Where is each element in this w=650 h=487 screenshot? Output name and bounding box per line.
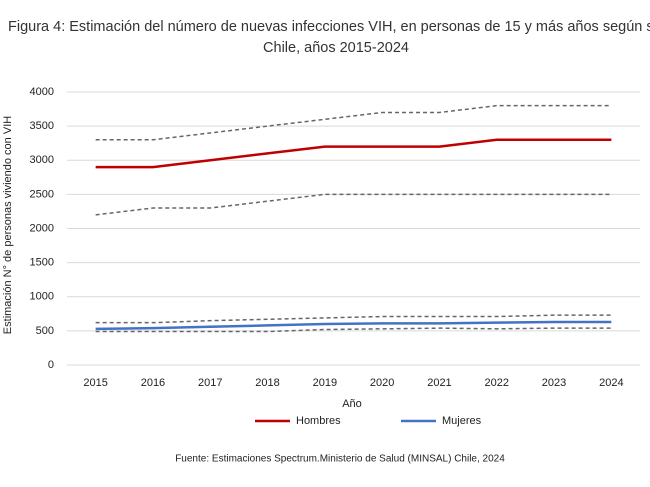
interval-line — [95, 327, 612, 333]
interval-line — [95, 104, 612, 141]
y-tick-label: 500 — [36, 325, 54, 337]
y-axis-label: Estimación N° de personas viviendo con V… — [2, 116, 14, 334]
legend-label: Mujeres — [442, 415, 482, 427]
x-tick-label: 2021 — [427, 377, 451, 389]
x-tick-label: 2018 — [255, 377, 279, 389]
y-tick-label: 3000 — [30, 154, 54, 166]
x-axis-label: Año — [342, 398, 362, 410]
series-line — [95, 138, 612, 169]
y-tick-label: 1500 — [30, 257, 54, 269]
y-tick-label: 3500 — [30, 120, 54, 132]
x-tick-label: 2020 — [370, 377, 394, 389]
x-tick-label: 2024 — [599, 377, 623, 389]
legend-label: Hombres — [296, 415, 341, 427]
y-tick-label: 2500 — [30, 188, 54, 200]
y-tick-label: 4000 — [30, 86, 54, 98]
y-tick-label: 2000 — [30, 222, 54, 234]
chart-title: Chile, años 2015-2024 — [263, 40, 409, 56]
source: Fuente: Estimaciones Spectrum.Ministerio… — [175, 454, 505, 465]
chart-title: Figura 4: Estimación del número de nueva… — [8, 19, 650, 35]
x-tick-label: 2022 — [485, 377, 509, 389]
series-line — [95, 320, 612, 331]
interval-line — [95, 314, 612, 324]
y-tick-label: 0 — [48, 359, 54, 371]
x-tick-label: 2016 — [141, 377, 165, 389]
y-tick-label: 1000 — [30, 291, 54, 303]
x-tick-label: 2019 — [313, 377, 337, 389]
x-tick-label: 2015 — [83, 377, 107, 389]
interval-line — [95, 193, 612, 216]
x-tick-label: 2023 — [542, 377, 566, 389]
x-tick-label: 2017 — [198, 377, 222, 389]
